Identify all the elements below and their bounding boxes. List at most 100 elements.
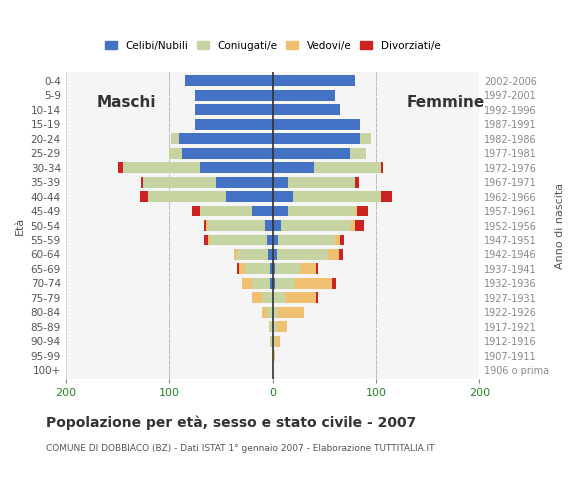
Bar <box>278 307 303 318</box>
Bar <box>339 249 343 260</box>
Y-axis label: Anno di nascita: Anno di nascita <box>555 182 565 269</box>
Y-axis label: Età: Età <box>15 216 25 235</box>
Bar <box>340 235 344 245</box>
Legend: Celibi/Nubili, Coniugati/e, Vedovi/e, Divorziati/e: Celibi/Nubili, Coniugati/e, Vedovi/e, Di… <box>102 37 444 54</box>
Bar <box>273 292 285 303</box>
Bar <box>314 162 381 173</box>
Bar <box>270 321 273 332</box>
Bar <box>270 336 273 347</box>
Bar <box>200 162 273 173</box>
Bar <box>328 249 339 260</box>
Bar <box>240 264 245 274</box>
Bar <box>195 105 273 115</box>
Bar <box>171 133 179 144</box>
Bar <box>351 220 356 231</box>
Bar <box>356 220 364 231</box>
Bar <box>118 162 122 173</box>
Bar <box>273 235 278 245</box>
Bar <box>269 249 273 260</box>
Bar <box>316 264 318 274</box>
Bar <box>273 75 356 86</box>
Bar <box>361 133 371 144</box>
Bar <box>356 205 357 216</box>
Bar <box>143 177 216 188</box>
Bar <box>200 205 252 216</box>
Bar <box>273 119 361 130</box>
Text: Maschi: Maschi <box>97 95 156 110</box>
Bar <box>204 220 206 231</box>
Bar <box>275 336 280 347</box>
Bar <box>316 292 318 303</box>
Bar <box>234 249 237 260</box>
Bar <box>148 191 226 202</box>
Bar <box>293 191 381 202</box>
Bar <box>350 148 365 158</box>
Bar <box>141 177 143 188</box>
Bar <box>262 307 267 318</box>
Bar <box>273 336 275 347</box>
Bar <box>273 205 288 216</box>
Bar <box>335 235 340 245</box>
Bar <box>285 292 316 303</box>
Text: Popolazione per età, sesso e stato civile - 2007: Popolazione per età, sesso e stato civil… <box>46 416 416 430</box>
Bar <box>204 235 208 245</box>
Bar <box>273 133 361 144</box>
Bar <box>211 235 267 245</box>
Bar <box>241 278 252 289</box>
Bar <box>273 307 278 318</box>
Bar <box>208 220 265 231</box>
Bar <box>192 205 200 216</box>
Bar <box>267 235 273 245</box>
Text: COMUNE DI DOBBIACO (BZ) - Dati ISTAT 1° gennaio 2007 - Elaborazione TUTTITALIA.I: COMUNE DI DOBBIACO (BZ) - Dati ISTAT 1° … <box>46 444 435 453</box>
Bar <box>169 148 182 158</box>
Bar <box>226 191 273 202</box>
Bar <box>245 264 270 274</box>
Bar <box>332 278 336 289</box>
Bar <box>140 191 148 202</box>
Bar <box>273 90 335 101</box>
Bar <box>237 264 240 274</box>
Bar <box>273 350 275 361</box>
Bar <box>273 191 293 202</box>
Bar <box>273 264 275 274</box>
Bar <box>295 278 332 289</box>
Bar <box>208 235 211 245</box>
Bar <box>195 119 273 130</box>
Bar <box>237 249 269 260</box>
Bar <box>195 90 273 101</box>
Bar <box>179 133 273 144</box>
Bar <box>381 191 392 202</box>
Bar <box>267 307 273 318</box>
Bar <box>265 220 273 231</box>
Bar <box>262 292 273 303</box>
Bar <box>277 249 328 260</box>
Bar <box>275 264 300 274</box>
Bar <box>252 278 270 289</box>
Bar <box>122 162 200 173</box>
Bar <box>273 278 275 289</box>
Bar <box>273 162 314 173</box>
Bar <box>273 105 340 115</box>
Bar <box>273 249 277 260</box>
Bar <box>288 177 356 188</box>
Bar <box>206 220 208 231</box>
Bar <box>357 205 368 216</box>
Bar <box>278 235 335 245</box>
Bar <box>252 205 273 216</box>
Bar <box>381 162 383 173</box>
Bar <box>300 264 316 274</box>
Bar <box>270 264 273 274</box>
Bar <box>281 220 351 231</box>
Bar <box>273 220 281 231</box>
Bar <box>216 177 273 188</box>
Bar <box>182 148 273 158</box>
Bar <box>252 292 262 303</box>
Bar <box>277 321 287 332</box>
Bar <box>184 75 273 86</box>
Bar <box>273 177 288 188</box>
Bar <box>356 177 360 188</box>
Bar <box>273 148 350 158</box>
Bar <box>288 205 356 216</box>
Bar <box>275 278 295 289</box>
Text: Femmine: Femmine <box>407 95 485 110</box>
